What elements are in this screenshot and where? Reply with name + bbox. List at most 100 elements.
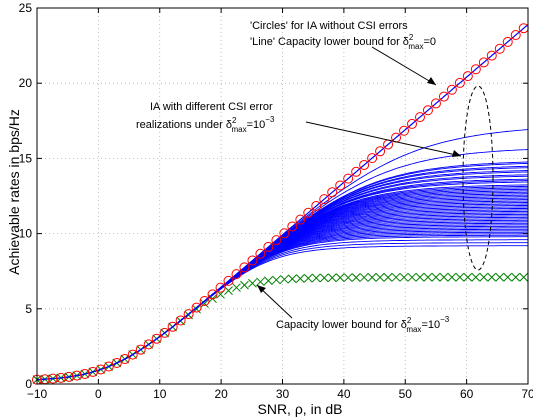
annotation-ia-errors-line2: realizations under δ2 max=10−3 bbox=[136, 115, 275, 134]
ia-no-error-circle bbox=[446, 84, 457, 95]
ia-no-error-circle bbox=[319, 194, 330, 205]
annotation-arrowhead-1 bbox=[427, 77, 436, 85]
x-tick-label: 20 bbox=[214, 387, 228, 401]
capacity-with-error-marker bbox=[471, 272, 481, 282]
y-tick-label: 25 bbox=[19, 1, 33, 15]
capacity-with-error-marker bbox=[463, 272, 473, 282]
ia-no-error-circle bbox=[231, 269, 242, 280]
ia-no-error-circle bbox=[510, 30, 521, 41]
capacity-with-error-marker bbox=[264, 276, 273, 286]
capacity-with-error-marker bbox=[503, 272, 513, 282]
capacity-with-error-marker bbox=[319, 273, 329, 283]
ia-no-error-circle bbox=[127, 349, 138, 360]
annotation-line-label: 'Line' Capacity lower bound for δ2 max=0 bbox=[250, 33, 436, 51]
ia-no-error-circle bbox=[430, 98, 441, 109]
annotation-ia-errors-sup: 2 bbox=[232, 116, 237, 125]
ia-no-error-circle bbox=[135, 344, 146, 355]
annotation-capacity-error-label: Capacity lower bound for δ2 max=10−3 bbox=[276, 315, 450, 334]
ia-no-error-circle bbox=[119, 354, 130, 365]
ia-no-error-circle bbox=[263, 241, 274, 252]
capacity-with-error-marker bbox=[256, 277, 265, 287]
x-tick-label: −10 bbox=[27, 387, 48, 401]
capacity-with-error-marker bbox=[272, 275, 281, 285]
x-tick-label: 10 bbox=[153, 387, 167, 401]
capacity-with-error-marker bbox=[479, 272, 489, 282]
capacity-with-error-marker bbox=[232, 283, 241, 292]
capacity-with-error-marker bbox=[495, 272, 505, 282]
capacity-with-error-marker bbox=[519, 272, 529, 282]
ia-no-error-circle bbox=[247, 255, 258, 266]
ia-no-error-circle bbox=[414, 112, 425, 123]
ia-no-error-circle bbox=[494, 43, 505, 54]
ia-no-error-circle bbox=[502, 36, 513, 47]
y-tick-label: 20 bbox=[19, 76, 33, 90]
capacity-with-error-marker bbox=[431, 272, 441, 282]
capacity-with-error-marker bbox=[192, 304, 201, 314]
x-tick-label: 0 bbox=[95, 387, 102, 401]
capacity-with-error-marker bbox=[248, 278, 257, 288]
ia-no-error-circle bbox=[159, 327, 170, 338]
annotation-ia-errors-exp: −3 bbox=[265, 115, 275, 124]
capacity-with-error-marker bbox=[407, 272, 417, 282]
ia-no-error-circle bbox=[335, 180, 346, 191]
ia-no-error-circle bbox=[303, 207, 314, 218]
ia-no-error-circle bbox=[63, 371, 74, 382]
ia-no-error-circle bbox=[111, 358, 122, 369]
ia-no-error-circle bbox=[478, 57, 489, 68]
y-tick-label: 10 bbox=[19, 227, 33, 241]
ia-no-error-circle bbox=[151, 333, 162, 344]
y-tick-label: 0 bbox=[25, 377, 32, 391]
ia-no-error-circle bbox=[279, 228, 290, 239]
capacity-with-error-marker bbox=[423, 272, 433, 282]
ia-no-error-circle bbox=[143, 339, 154, 350]
x-axis-label: SNR, ρ, in dB bbox=[258, 401, 343, 417]
ia-no-error-circle bbox=[47, 373, 58, 384]
ia-no-error-circle bbox=[470, 64, 481, 75]
capacity-with-error-marker bbox=[287, 274, 297, 284]
ia-no-error-circle bbox=[191, 302, 202, 313]
ia-no-error-circle bbox=[271, 235, 282, 246]
annotation-line-value: =0 bbox=[424, 36, 437, 48]
annotation-ia-errors-line1: IA with different CSI error bbox=[150, 101, 273, 113]
annotation-arrow-1 bbox=[371, 46, 437, 86]
annotation-ia-errors-text: realizations under bbox=[136, 119, 226, 131]
ia-no-error-circles bbox=[32, 23, 529, 385]
ia-no-error-circle bbox=[71, 370, 82, 381]
x-tick-label: 30 bbox=[276, 387, 290, 401]
ia-no-error-circle bbox=[462, 71, 473, 82]
capacity-with-error-marker bbox=[200, 299, 209, 309]
annotation-capacity-error-sub: max bbox=[406, 325, 421, 334]
ia-no-error-circle bbox=[351, 166, 362, 177]
ia-no-error-circle bbox=[407, 118, 418, 129]
capacity-with-error-marker bbox=[447, 272, 457, 282]
capacity-with-error-marker bbox=[224, 286, 233, 295]
annotation-arrow-2 bbox=[305, 121, 462, 157]
annotation-capacity-error-value: =10 bbox=[421, 319, 440, 331]
capacity-with-error-marker bbox=[335, 273, 345, 282]
ia-no-error-circle bbox=[327, 187, 338, 198]
x-tick-label: 60 bbox=[460, 387, 474, 401]
capacity-with-error-markers bbox=[32, 272, 529, 385]
capacity-no-error-curve bbox=[36, 24, 529, 381]
ia-no-error-circle bbox=[223, 275, 234, 286]
annotation-ellipse bbox=[462, 85, 494, 271]
ia-no-error-circle bbox=[367, 153, 378, 164]
axis-ticks bbox=[36, 7, 529, 385]
ia-no-error-circle bbox=[343, 173, 354, 184]
ia-no-error-circle bbox=[215, 282, 226, 293]
capacity-with-error-marker bbox=[367, 273, 377, 282]
ia-no-error-circle bbox=[375, 146, 386, 157]
annotation-line-delta: δ bbox=[403, 36, 409, 48]
annotation-capacity-error-delta: δ bbox=[401, 319, 407, 331]
capacity-with-error-marker bbox=[439, 272, 449, 282]
ia-no-error-circle bbox=[207, 289, 218, 300]
annotation-capacity-error-text: Capacity lower bound for bbox=[276, 319, 401, 331]
ia-no-error-circle bbox=[175, 315, 186, 326]
capacity-with-error-marker bbox=[359, 273, 369, 282]
annotation-line-sub: max bbox=[408, 42, 423, 51]
capacity-with-error-marker bbox=[240, 280, 249, 290]
capacity-no-error-line bbox=[36, 24, 529, 381]
capacity-with-error-marker bbox=[343, 273, 353, 282]
ia-no-error-circle bbox=[311, 200, 322, 211]
